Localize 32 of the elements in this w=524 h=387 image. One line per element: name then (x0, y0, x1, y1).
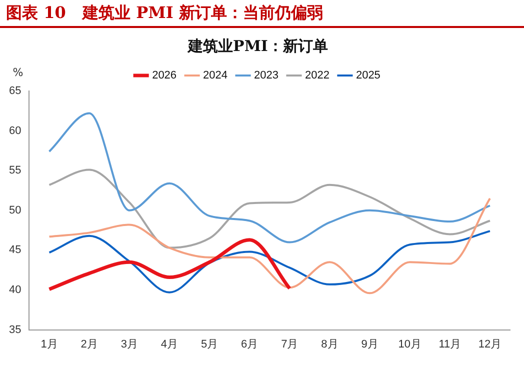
chart-subtitle: 建筑业PMI：新订单 (187, 36, 328, 55)
y-tick-label: 50 (8, 204, 22, 216)
legend-label: 2024 (203, 70, 228, 82)
x-tick-label: 9月 (361, 338, 378, 350)
legend-label: 2025 (356, 70, 380, 82)
x-tick-label: 12月 (478, 338, 502, 350)
line-series (48, 168, 491, 249)
y-axis-title: % (12, 66, 24, 79)
x-tick-label: 4月 (160, 338, 178, 350)
x-tick-label: 2月 (80, 338, 98, 350)
y-tick-label: 35 (8, 324, 22, 336)
x-tick-label: 8月 (321, 338, 338, 350)
y-tick-label: 65 (8, 85, 22, 98)
y-tick-label: 60 (8, 124, 22, 137)
x-tick-label: 3月 (120, 338, 138, 350)
legend-label: 2026 (152, 70, 177, 82)
line-series (48, 197, 491, 294)
line-series (48, 230, 491, 294)
chart-title: 图表 10 建筑业 PMI 新订单：当前仍偏弱 (0, 0, 524, 28)
y-tick-label: 55 (8, 164, 22, 177)
x-tick-label: 10月 (398, 338, 422, 350)
line-series (48, 112, 491, 244)
x-tick-label: 5月 (200, 338, 218, 350)
y-tick-label: 40 (8, 284, 22, 296)
x-tick-label: 6月 (241, 338, 258, 350)
x-tick-label: 1月 (40, 338, 58, 350)
legend-label: 2023 (254, 70, 278, 82)
x-tick-label: 11月 (438, 338, 462, 350)
y-tick-label: 45 (8, 244, 22, 256)
legend-label: 2022 (304, 70, 330, 82)
x-tick-label: 7月 (281, 338, 298, 350)
line-series (48, 238, 292, 291)
